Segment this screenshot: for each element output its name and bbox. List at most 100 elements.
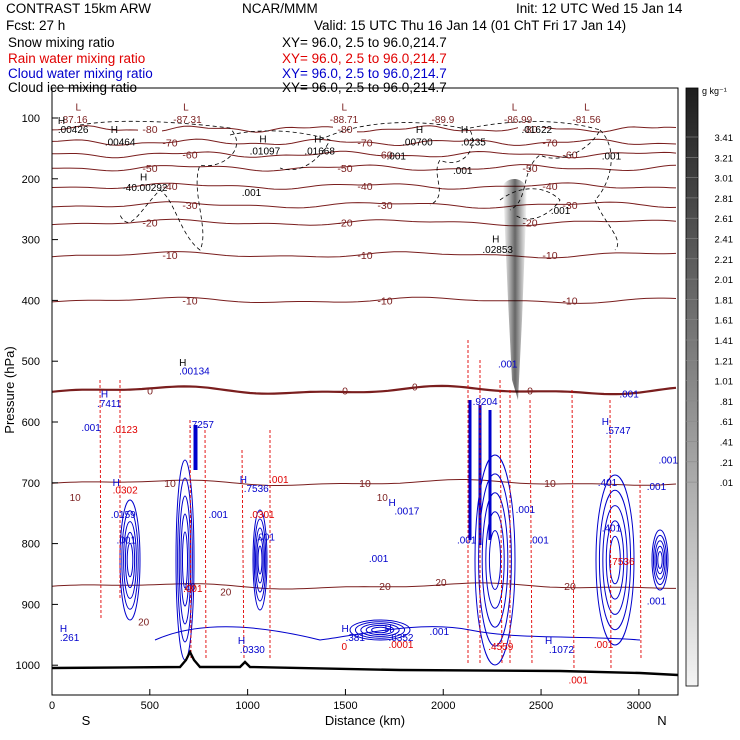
isotherm-label: -10	[377, 295, 392, 307]
isotherm-label: -20	[337, 218, 352, 230]
point-label: .0301	[250, 510, 275, 521]
cloud-water-contour	[478, 473, 512, 647]
isotherm-line	[52, 296, 677, 304]
isotherm-line	[52, 164, 677, 172]
snow-maximum	[503, 178, 527, 400]
rain-water-contour	[499, 379, 503, 666]
point-label: 10	[377, 493, 389, 504]
point-label: .9204	[473, 397, 498, 408]
isotherm-label: 0	[342, 385, 348, 397]
isotherm-label: 0	[527, 385, 533, 397]
cloud-water-contour	[655, 545, 665, 575]
x-axis-title: Distance (km)	[325, 713, 405, 728]
x-tick-label: 2500	[529, 700, 553, 712]
cloud-water-contour	[654, 540, 666, 580]
point-label: H	[314, 134, 321, 145]
isotherm-label: -20	[142, 218, 157, 230]
x-tick-label: 2000	[431, 700, 455, 712]
cloud-water-contour	[180, 513, 190, 607]
point-label: 20	[220, 587, 232, 598]
field-xy-cloudwater: XY= 96.0, 2.5 to 96.0,214.7	[282, 66, 447, 81]
point-label: .001	[183, 584, 203, 595]
point-label: 20	[435, 578, 447, 589]
y-axis-title: Pressure (hPa)	[2, 346, 17, 433]
colorbar-label: 2.21	[715, 255, 734, 266]
colorbar-label: 1.21	[715, 356, 734, 367]
isotherm-label: -50	[142, 163, 157, 175]
point-label: .7536	[610, 557, 635, 568]
cloud-water-contour	[124, 531, 136, 589]
rain-water-contour	[639, 479, 642, 661]
cloud-water-contour	[657, 551, 663, 569]
isotherm-label: 10	[164, 478, 176, 490]
snow-contour	[499, 188, 561, 220]
point-label: .001	[387, 151, 407, 162]
isotherm-label: 20	[379, 581, 391, 593]
isotherm-line	[52, 479, 677, 486]
point-label: .00426	[58, 125, 89, 136]
rain-water-contour	[99, 379, 102, 621]
cloud-water-contour	[485, 511, 505, 609]
isotherm-label: -70	[357, 137, 372, 149]
colorbar: 3.41 3.21 3.01 2.81 2.61 2.41 2.21 2.01 1.81 1.61…	[685, 86, 734, 687]
point-label: L	[342, 103, 348, 114]
cloud-water-contour	[474, 454, 516, 666]
isotherm-label: 0	[147, 385, 153, 397]
point-label: .00464	[105, 137, 136, 148]
snow-contours	[79, 120, 619, 251]
point-label: .6352	[388, 633, 413, 644]
y-tick-label: 500	[22, 356, 40, 368]
valid-time: Valid: 15 UTC Thu 16 Jan 14 (01 ChT Fri …	[314, 18, 627, 33]
point-label: .001	[602, 151, 622, 162]
point-label: .1072	[549, 645, 574, 656]
point-label: .001	[498, 359, 518, 370]
cloud-water-contour	[121, 510, 139, 610]
isotherm-label: -60	[377, 149, 392, 161]
isotherm-line	[52, 201, 677, 209]
isotherm-label: 10	[359, 478, 371, 490]
isotherm-label: 10	[544, 478, 556, 490]
cloud-water-contour	[177, 477, 193, 643]
cloud-water-contour	[609, 535, 621, 585]
point-label: .001	[369, 554, 389, 565]
point-label: .001	[430, 627, 450, 638]
point-label: 0	[412, 382, 418, 393]
colorbar-label: 3.41	[715, 133, 734, 144]
point-label: H	[238, 636, 245, 647]
point-label: 10	[70, 493, 82, 504]
point-label: .0302	[113, 486, 138, 497]
point-label: .87.16	[60, 115, 88, 126]
cloud-water-contour	[360, 623, 400, 637]
isotherm-line	[52, 182, 677, 190]
point-label: .0159	[111, 510, 136, 521]
point-label: -86.99	[504, 115, 533, 126]
point-label: H	[58, 116, 65, 127]
colorbar-label: 2.81	[715, 194, 734, 205]
cloud-water-contour	[354, 621, 406, 639]
point-label: 0	[342, 642, 348, 653]
isotherm-label: -70	[162, 137, 177, 149]
point-label: H	[101, 390, 108, 401]
point-label: .7536	[244, 484, 269, 495]
point-label: .4559	[488, 642, 513, 653]
isotherm-label: -50	[337, 163, 352, 175]
point-label: L	[512, 103, 518, 114]
colorbar-label: 2.61	[715, 214, 734, 225]
isotherm-label: -10	[562, 295, 577, 307]
rain-water-contour	[609, 399, 612, 671]
cloud-water-contour	[256, 536, 264, 584]
cloud-water-contour	[651, 529, 669, 591]
isotherm-label: -10	[162, 250, 177, 262]
y-tick-label: 400	[22, 295, 40, 307]
model-title: CONTRAST 15km ARW	[6, 1, 152, 16]
y-tick-label: 800	[22, 539, 40, 551]
point-label: .00700	[402, 137, 433, 148]
isotherm-label: -40	[162, 181, 177, 193]
point-label: .001	[568, 675, 588, 686]
rain-water-contour	[189, 419, 192, 661]
y-tick-label: 100	[22, 113, 40, 125]
point-label: .001	[453, 166, 473, 177]
x-tick-label: 0	[49, 700, 55, 712]
cloud-water-contours	[119, 400, 669, 666]
isotherm-line	[52, 218, 677, 227]
